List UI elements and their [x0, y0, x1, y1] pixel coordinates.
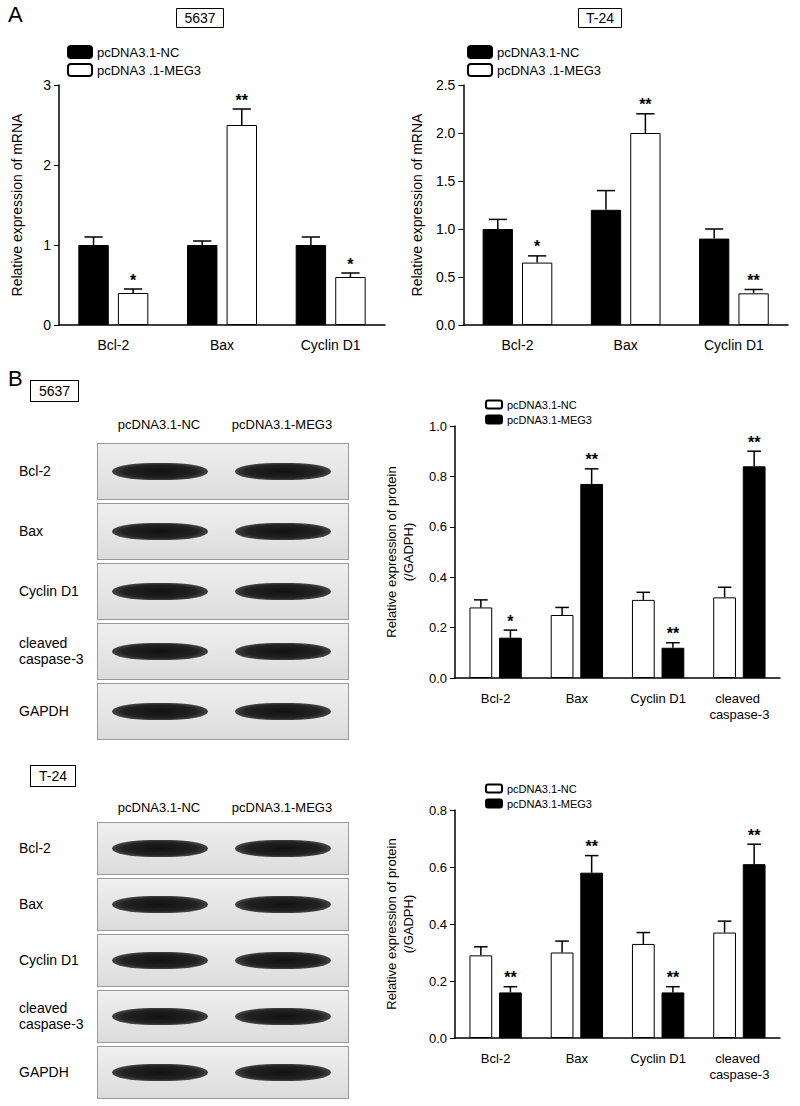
svg-text:pcDNA3.1-MEG3: pcDNA3.1-MEG3	[507, 414, 592, 426]
svg-text:(/GADPH): (/GADPH)	[401, 523, 416, 582]
svg-text:cleaved: cleaved	[715, 691, 763, 706]
svg-text:0: 0	[43, 317, 51, 333]
svg-text:1.0: 1.0	[429, 419, 447, 434]
svg-text:0.4: 0.4	[429, 570, 447, 585]
svg-text:Bcl-2: Bcl-2	[481, 1051, 511, 1066]
svg-text:0.6: 0.6	[429, 519, 447, 534]
html-text:B: B	[8, 366, 23, 391]
svg-text:0.0: 0.0	[429, 671, 447, 686]
html-text:pcDNA3.1-NC: pcDNA3.1-NC	[117, 417, 201, 432]
svg-text:Cyclin D1: Cyclin D1	[630, 1051, 686, 1066]
svg-text:**: **	[585, 838, 598, 855]
html-text:GAPDH: GAPDH	[19, 702, 69, 719]
svg-text:**: **	[667, 625, 680, 642]
html-text:pcDNA3.1-NC: pcDNA3.1-NC	[117, 800, 201, 815]
svg-text:**: **	[639, 96, 652, 113]
html-text:pcDNA3.1-MEG3: pcDNA3.1-MEG3	[231, 417, 333, 432]
svg-text:caspase-3: caspase-3	[709, 707, 769, 722]
svg-text:0.5: 0.5	[436, 269, 456, 285]
svg-text:Bax: Bax	[614, 337, 638, 353]
svg-text:2.5: 2.5	[436, 77, 456, 93]
svg-text:Relative expression of mRNA: Relative expression of mRNA	[409, 113, 425, 297]
svg-text:Relative expression of protein: Relative expression of protein	[384, 466, 399, 637]
svg-text:pcDNA3 .1-MEG3: pcDNA3 .1-MEG3	[97, 63, 201, 78]
svg-text:**: **	[585, 451, 598, 468]
svg-text:3: 3	[43, 77, 51, 93]
svg-text:2.0: 2.0	[436, 125, 456, 141]
svg-text:pcDNA3.1-NC: pcDNA3.1-NC	[507, 783, 577, 795]
svg-text:**: **	[748, 827, 761, 844]
svg-text:**: **	[504, 969, 517, 986]
svg-text:cleaved: cleaved	[715, 1051, 763, 1066]
html-text:Bcl-2: Bcl-2	[19, 839, 51, 856]
html-text:A: A	[8, 2, 23, 27]
svg-text:**: **	[748, 434, 761, 451]
svg-text:pcDNA3.1-NC: pcDNA3.1-NC	[507, 399, 577, 411]
html-text:Bax: Bax	[19, 522, 44, 539]
html-text:T-24: T-24	[39, 768, 67, 784]
html-text:cleaved caspase-3: cleaved caspase-3	[19, 999, 84, 1032]
svg-text:0.8: 0.8	[429, 469, 447, 484]
html-text:Cyclin D1: Cyclin D1	[19, 582, 79, 599]
svg-text:**: **	[236, 92, 249, 109]
svg-text:1.5: 1.5	[436, 173, 456, 189]
svg-text:*: *	[130, 272, 137, 289]
svg-text:1: 1	[43, 237, 51, 253]
svg-text:0.0: 0.0	[429, 1031, 447, 1046]
svg-text:Cyclin D1: Cyclin D1	[704, 337, 764, 353]
html-text:GAPDH: GAPDH	[19, 1063, 69, 1080]
html-text:5637: 5637	[39, 383, 71, 399]
html-text:Bcl-2: Bcl-2	[19, 462, 51, 479]
svg-text:Cyclin D1: Cyclin D1	[301, 337, 361, 353]
svg-text:pcDNA3.1-NC: pcDNA3.1-NC	[497, 45, 579, 60]
svg-text:pcDNA3.1-MEG3: pcDNA3.1-MEG3	[507, 798, 592, 810]
svg-text:Bax: Bax	[566, 1051, 589, 1066]
svg-text:pcDNA3 .1-MEG3: pcDNA3 .1-MEG3	[497, 63, 601, 78]
html-text:Cyclin D1: Cyclin D1	[19, 951, 79, 968]
html-text:cleaved caspase-3: cleaved caspase-3	[19, 634, 84, 667]
svg-text:Bcl-2: Bcl-2	[97, 337, 129, 353]
svg-text:Bcl-2: Bcl-2	[502, 337, 534, 353]
html-text:Bax: Bax	[19, 895, 44, 912]
svg-text:*: *	[507, 613, 514, 630]
svg-text:Relative expression of mRNA: Relative expression of mRNA	[9, 113, 25, 297]
svg-text:**: **	[747, 272, 760, 289]
svg-text:*: *	[347, 256, 354, 273]
svg-text:5637: 5637	[184, 10, 215, 26]
svg-text:*: *	[534, 238, 541, 255]
svg-text:0.6: 0.6	[429, 860, 447, 875]
svg-text:2: 2	[43, 157, 51, 173]
svg-text:Bax: Bax	[566, 691, 589, 706]
svg-text:pcDNA3.1-NC: pcDNA3.1-NC	[97, 45, 179, 60]
svg-text:Relative expression of protein: Relative expression of protein	[384, 838, 399, 1009]
svg-text:(/GADPH): (/GADPH)	[401, 895, 416, 954]
html-text:pcDNA3.1-MEG3: pcDNA3.1-MEG3	[231, 800, 333, 815]
svg-text:0.4: 0.4	[429, 917, 447, 932]
svg-text:0.0: 0.0	[436, 317, 456, 333]
svg-text:0.2: 0.2	[429, 974, 447, 989]
svg-text:0.8: 0.8	[429, 803, 447, 818]
svg-text:Bcl-2: Bcl-2	[481, 691, 511, 706]
svg-text:**: **	[667, 969, 680, 986]
svg-text:caspase-3: caspase-3	[709, 1067, 769, 1082]
svg-text:Cyclin D1: Cyclin D1	[630, 691, 686, 706]
svg-text:T-24: T-24	[586, 10, 614, 26]
svg-text:Bax: Bax	[210, 337, 234, 353]
svg-text:0.2: 0.2	[429, 620, 447, 635]
svg-text:1.0: 1.0	[436, 221, 456, 237]
